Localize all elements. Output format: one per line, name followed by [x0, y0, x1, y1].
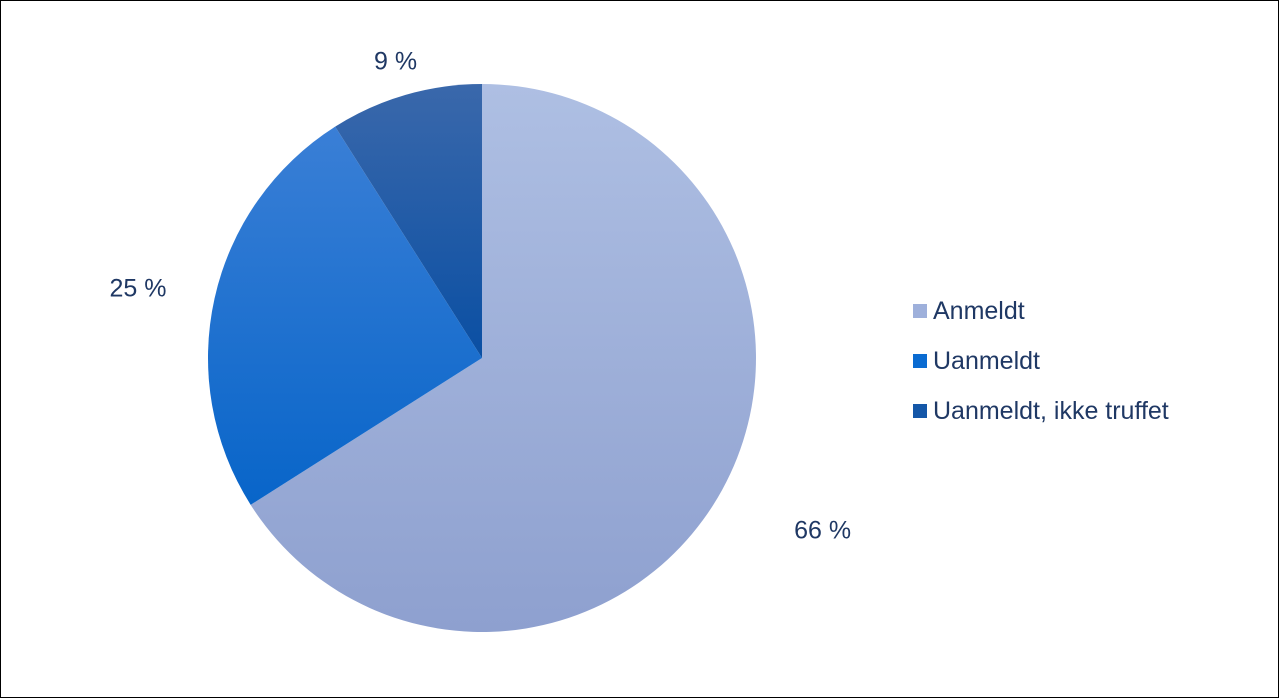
data-label-uanmeldt-ikke-truffet: 9 % — [374, 48, 417, 76]
legend-item: Uanmeldt, ikke truffet — [913, 386, 1169, 436]
chart-legend: Anmeldt Uanmeldt Uanmeldt, ikke truffet — [913, 286, 1169, 436]
pie-data-labels: 66 % 25 % 9 % — [110, 48, 852, 545]
pie-slice-uanmeldt — [207, 126, 482, 505]
legend-swatch — [913, 354, 927, 368]
data-label-uanmeldt: 25 % — [110, 275, 167, 303]
legend-item: Uanmeldt — [913, 336, 1169, 386]
legend-label: Uanmeldt — [933, 346, 1040, 375]
pie-slice-uanmeldt-ikke-truffet — [335, 84, 482, 358]
legend-label: Uanmeldt, ikke truffet — [933, 396, 1169, 425]
pie-slices — [207, 84, 756, 632]
pie-slice-anmeldt — [250, 84, 756, 632]
legend-swatch — [913, 404, 927, 418]
legend-swatch — [913, 304, 927, 318]
legend-label: Anmeldt — [933, 296, 1025, 325]
legend-item: Anmeldt — [913, 286, 1169, 336]
data-label-anmeldt: 66 % — [794, 517, 851, 545]
